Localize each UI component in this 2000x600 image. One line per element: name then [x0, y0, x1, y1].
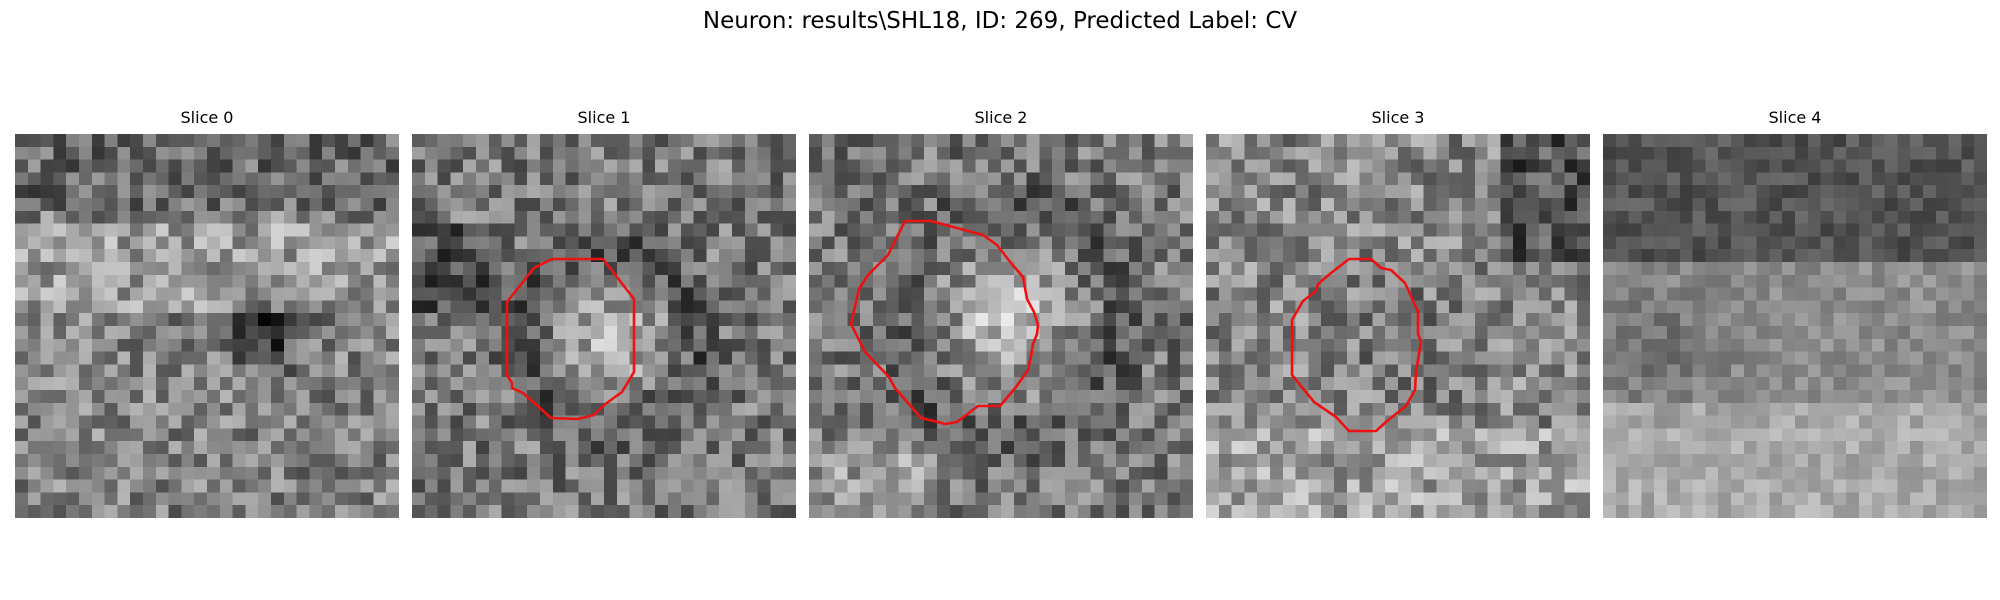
slice-title-2: Slice 2	[974, 108, 1028, 127]
slice-image-3	[1206, 134, 1590, 518]
slice-image-1	[412, 134, 796, 518]
slice-title-0: Slice 0	[180, 108, 234, 127]
slice-image-4	[1603, 134, 1987, 518]
figure-title: Neuron: results\SHL18, ID: 269, Predicte…	[702, 8, 1298, 34]
slice-title-4: Slice 4	[1768, 108, 1822, 127]
slice-title-1: Slice 1	[577, 108, 631, 127]
slice-image-2	[809, 134, 1193, 518]
slice-image-0	[15, 134, 399, 518]
slice-title-3: Slice 3	[1371, 108, 1425, 127]
